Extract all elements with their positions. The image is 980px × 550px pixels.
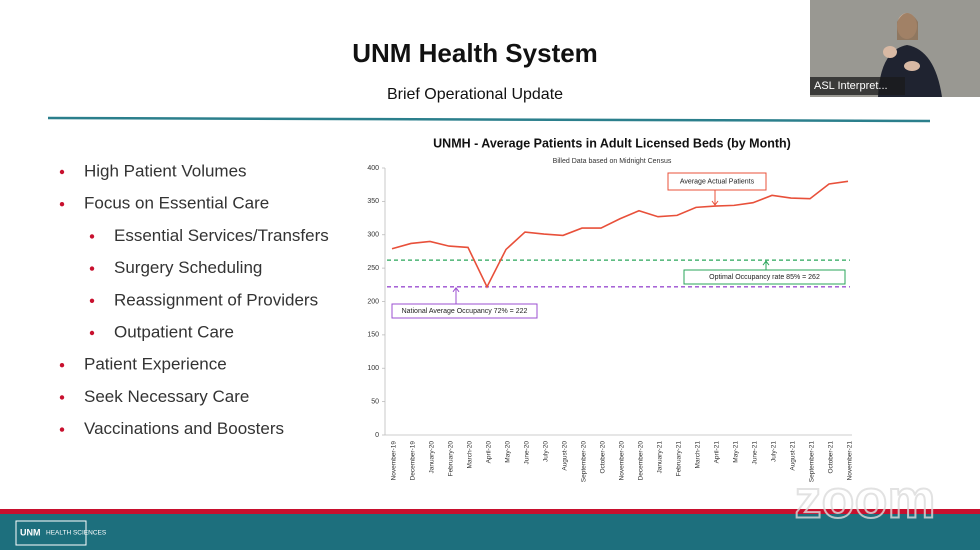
video-label-bg bbox=[810, 77, 905, 95]
reference-annotation-box bbox=[683, 269, 846, 285]
x-tick-label: February-21 bbox=[676, 441, 683, 477]
y-tick-label: 350 bbox=[367, 198, 379, 205]
bullet-dot bbox=[59, 202, 65, 207]
series-annotation: Average Actual Patients bbox=[680, 178, 755, 185]
chart-subtitle: Billed Data based on Midnight Census bbox=[553, 158, 672, 165]
person-hand bbox=[883, 46, 897, 58]
slide-title: UNM Health System bbox=[352, 38, 598, 68]
series-line bbox=[391, 180, 849, 289]
x-tick-label: July-20 bbox=[543, 441, 550, 462]
chart-title: UNMH - Average Patients in Adult License… bbox=[433, 136, 791, 150]
y-tick-label: 400 bbox=[367, 165, 379, 172]
bullet-dot bbox=[89, 234, 95, 239]
x-tick-label: June-20 bbox=[524, 441, 531, 465]
x-tick-label: July-21 bbox=[771, 441, 778, 462]
bullet-dot bbox=[89, 266, 95, 271]
watermark: zoom bbox=[795, 469, 936, 529]
slide-subtitle: Brief Operational Update bbox=[387, 86, 563, 103]
x-tick-label: August-21 bbox=[790, 441, 797, 471]
bullet-list: High Patient Volumes Focus on Essential C… bbox=[59, 161, 329, 438]
bullet-dot bbox=[89, 298, 95, 303]
logo-text: HEALTH SCIENCES bbox=[46, 530, 107, 537]
reference-annotation: National Average Occupancy 72% = 222 bbox=[402, 308, 528, 315]
bullet-dot bbox=[59, 363, 65, 368]
y-tick-label: 50 bbox=[371, 398, 379, 405]
y-tick-label: 300 bbox=[367, 232, 379, 239]
bullet-text: High Patient Volumes bbox=[84, 161, 247, 180]
reference-annotation: Optimal Occupancy rate 85% = 262 bbox=[709, 274, 820, 281]
bullet-text: Surgery Scheduling bbox=[114, 258, 262, 277]
bullet-text: Essential Services/Transfers bbox=[114, 226, 329, 245]
x-tick-label: March-20 bbox=[467, 441, 474, 469]
footer-bar bbox=[0, 514, 980, 550]
bullet-dot bbox=[89, 330, 95, 336]
x-tick-label: October-20 bbox=[600, 441, 607, 474]
x-tick-label: November-21 bbox=[847, 441, 854, 481]
x-tick-label: September-21 bbox=[809, 441, 816, 483]
bullet-dot bbox=[59, 395, 65, 400]
arrow-head bbox=[711, 200, 719, 206]
x-tick-label: May-20 bbox=[505, 441, 512, 463]
y-tick-label: 150 bbox=[367, 332, 379, 339]
logo-mark: UNM bbox=[20, 527, 41, 537]
bullet-text: Focus on Essential Care bbox=[84, 194, 269, 213]
y-tick-label: 250 bbox=[367, 265, 379, 272]
bullet-dot bbox=[59, 169, 65, 175]
reference-annotation-box bbox=[391, 303, 538, 319]
divider bbox=[47, 116, 931, 123]
x-tick-label: December-20 bbox=[638, 441, 645, 481]
x-tick-label: June-21 bbox=[752, 441, 759, 465]
bullet-text: Outpatient Care bbox=[114, 322, 234, 341]
x-tick-label: September-20 bbox=[581, 441, 588, 483]
arrow-head bbox=[762, 260, 770, 266]
bullet-text: Reassignment of Providers bbox=[114, 290, 318, 309]
x-tick-label: May-21 bbox=[733, 441, 740, 463]
bullet-text: Vaccinations and Boosters bbox=[84, 419, 284, 438]
x-tick-label: April-21 bbox=[714, 441, 721, 464]
arrow-head bbox=[452, 286, 460, 293]
person-hair bbox=[897, 13, 918, 40]
x-tick-label: December-19 bbox=[410, 441, 417, 481]
x-tick-label: October-21 bbox=[828, 441, 835, 474]
footer-stripe bbox=[0, 509, 980, 514]
series-annotation-box bbox=[667, 172, 767, 191]
x-tick-label: November-20 bbox=[619, 441, 626, 481]
x-tick-label: August-20 bbox=[562, 441, 569, 471]
chart: UNMH - Average Patients in Adult License… bbox=[367, 136, 853, 482]
x-tick-label: March-21 bbox=[695, 441, 702, 469]
y-tick-label: 200 bbox=[367, 298, 379, 305]
x-tick-label: January-20 bbox=[429, 441, 436, 474]
y-tick-label: 0 bbox=[375, 432, 379, 439]
x-tick-label: November-19 bbox=[391, 441, 398, 481]
bullet-text: Seek Necessary Care bbox=[84, 387, 249, 406]
x-tick-label: February-20 bbox=[448, 441, 455, 477]
video-label: ASL Interpret... bbox=[814, 80, 888, 92]
bullet-text: Patient Experience bbox=[84, 355, 227, 374]
x-tick-label: April-20 bbox=[486, 441, 493, 464]
video-tile: ASL Interpret... bbox=[810, 0, 980, 97]
person-hand bbox=[904, 61, 920, 71]
bullet-dot bbox=[59, 427, 65, 432]
logo-box bbox=[15, 520, 87, 546]
y-tick-label: 100 bbox=[367, 365, 379, 372]
x-tick-label: January-21 bbox=[657, 441, 664, 474]
